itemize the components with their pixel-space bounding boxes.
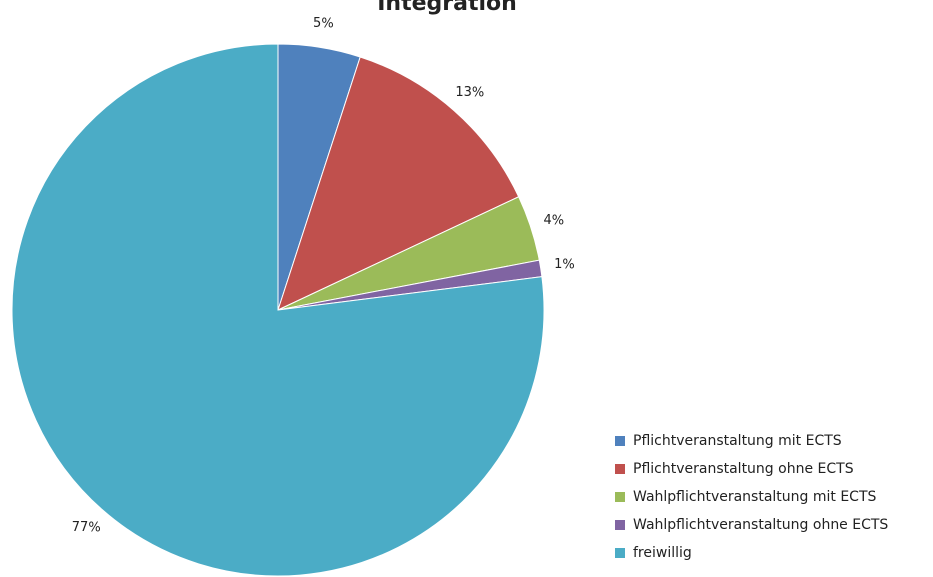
data-label: 77% (72, 520, 101, 535)
legend-label: freiwillig (633, 545, 692, 561)
legend-swatch (615, 492, 625, 502)
legend-label: Wahlpflichtveranstaltung ohne ECTS (633, 517, 888, 533)
legend-label: Pflichtveranstaltung ohne ECTS (633, 461, 854, 477)
legend-swatch (615, 464, 625, 474)
pie-slice (277, 56, 520, 311)
legend-label: Wahlpflichtveranstaltung mit ECTS (633, 489, 877, 505)
chart-title: Integration (377, 0, 517, 16)
data-label: 13% (455, 85, 484, 100)
legend-swatch (615, 436, 625, 446)
legend-swatch (615, 520, 625, 530)
data-label: 4% (543, 213, 564, 228)
legend-label: Pflichtveranstaltung mit ECTS (633, 433, 842, 449)
data-label: 5% (313, 16, 334, 31)
pie-slice (11, 43, 545, 577)
legend-swatch (615, 548, 625, 558)
data-label: 1% (554, 257, 575, 272)
